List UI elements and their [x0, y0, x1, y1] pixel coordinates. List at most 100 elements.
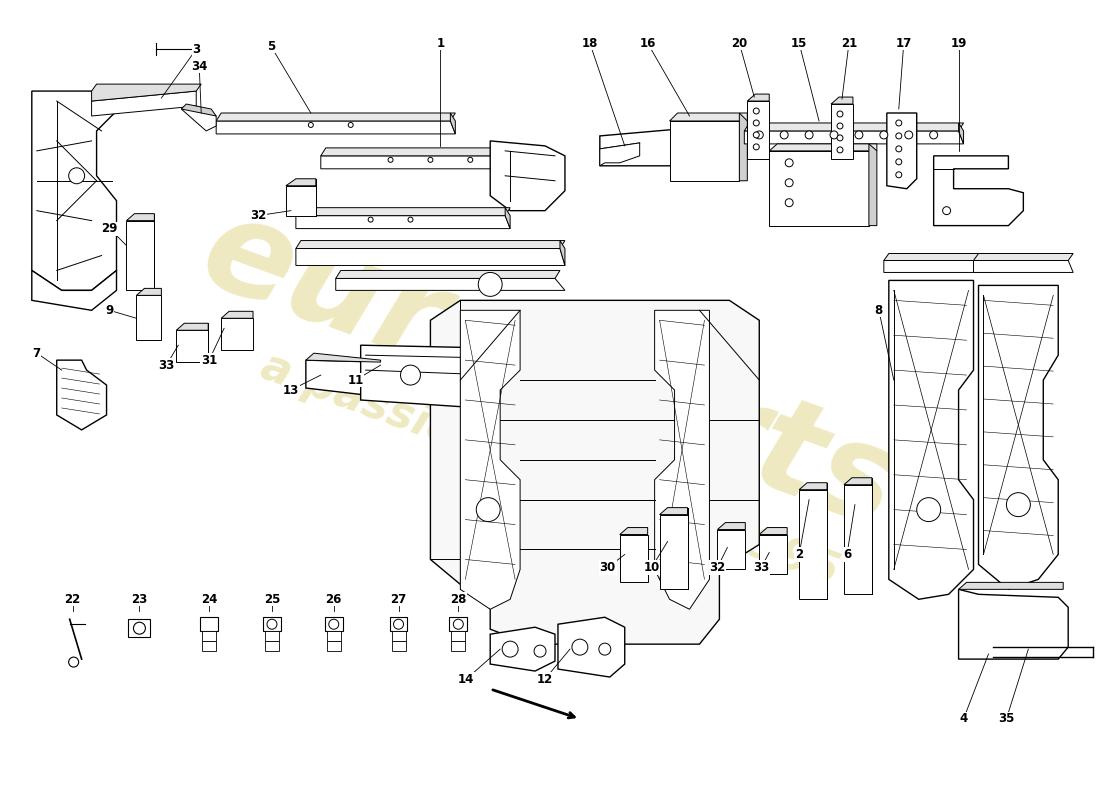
Polygon shape — [799, 490, 827, 599]
Circle shape — [780, 131, 789, 139]
Polygon shape — [321, 156, 535, 169]
Polygon shape — [217, 113, 455, 121]
Polygon shape — [286, 178, 316, 186]
Polygon shape — [57, 360, 107, 430]
Polygon shape — [306, 360, 381, 395]
Circle shape — [478, 273, 503, 296]
Polygon shape — [889, 281, 974, 599]
Polygon shape — [883, 261, 993, 273]
Polygon shape — [600, 143, 640, 166]
Text: 10: 10 — [644, 561, 660, 574]
Circle shape — [133, 622, 145, 634]
Circle shape — [329, 619, 339, 630]
Circle shape — [503, 641, 518, 657]
Text: 33: 33 — [754, 561, 769, 574]
Polygon shape — [769, 144, 877, 151]
Polygon shape — [265, 641, 279, 651]
Circle shape — [428, 158, 433, 162]
Polygon shape — [450, 618, 468, 631]
Polygon shape — [296, 208, 510, 216]
Circle shape — [880, 131, 888, 139]
Polygon shape — [869, 144, 877, 226]
Circle shape — [476, 498, 501, 522]
Text: 18: 18 — [582, 37, 598, 50]
Polygon shape — [451, 631, 465, 641]
Circle shape — [754, 144, 759, 150]
Polygon shape — [974, 254, 1074, 261]
Polygon shape — [327, 641, 341, 651]
Text: 19: 19 — [950, 37, 967, 50]
Polygon shape — [321, 148, 535, 156]
Polygon shape — [958, 590, 1068, 659]
Circle shape — [267, 619, 277, 630]
Text: europarts: europarts — [186, 186, 914, 554]
Text: 22: 22 — [65, 593, 80, 606]
Polygon shape — [660, 508, 688, 514]
Polygon shape — [182, 106, 217, 131]
Circle shape — [408, 217, 412, 222]
Polygon shape — [830, 104, 852, 159]
Polygon shape — [296, 249, 565, 266]
Circle shape — [830, 131, 838, 139]
Text: 31: 31 — [201, 354, 218, 366]
Circle shape — [1006, 493, 1031, 517]
Circle shape — [837, 135, 843, 141]
Polygon shape — [202, 631, 217, 641]
Polygon shape — [176, 323, 208, 330]
Circle shape — [895, 159, 902, 165]
Polygon shape — [32, 270, 117, 310]
Circle shape — [308, 122, 314, 127]
Text: 30: 30 — [600, 561, 616, 574]
Circle shape — [68, 168, 85, 184]
Circle shape — [805, 131, 813, 139]
Circle shape — [468, 158, 473, 162]
Polygon shape — [619, 527, 648, 534]
Polygon shape — [129, 619, 151, 637]
Text: 16: 16 — [639, 37, 656, 50]
Polygon shape — [717, 522, 746, 530]
Polygon shape — [958, 582, 1064, 590]
Polygon shape — [670, 113, 747, 121]
Polygon shape — [558, 618, 625, 677]
Polygon shape — [286, 186, 316, 216]
Circle shape — [349, 122, 353, 127]
Polygon shape — [296, 216, 510, 229]
Polygon shape — [505, 208, 510, 229]
Polygon shape — [221, 311, 253, 318]
Polygon shape — [392, 641, 406, 651]
Polygon shape — [883, 254, 993, 261]
Text: 9: 9 — [106, 304, 113, 317]
Text: 2: 2 — [795, 548, 803, 561]
Text: 21: 21 — [840, 37, 857, 50]
Polygon shape — [974, 261, 1074, 273]
Polygon shape — [336, 270, 560, 278]
Circle shape — [400, 365, 420, 385]
Polygon shape — [126, 214, 154, 221]
Polygon shape — [450, 113, 455, 134]
Circle shape — [930, 131, 937, 139]
Circle shape — [68, 657, 78, 667]
Polygon shape — [844, 478, 872, 485]
Text: 15: 15 — [791, 37, 807, 50]
Polygon shape — [934, 156, 1023, 226]
Circle shape — [368, 217, 373, 222]
Polygon shape — [176, 330, 208, 362]
Polygon shape — [136, 288, 162, 295]
Text: 24: 24 — [201, 593, 218, 606]
Polygon shape — [430, 300, 759, 644]
Circle shape — [837, 147, 843, 153]
Polygon shape — [136, 295, 162, 340]
Polygon shape — [769, 151, 869, 226]
Text: 25: 25 — [264, 593, 280, 606]
Polygon shape — [306, 353, 381, 362]
Polygon shape — [389, 618, 407, 631]
Circle shape — [905, 131, 913, 139]
Text: 7: 7 — [33, 346, 41, 360]
Polygon shape — [717, 530, 746, 570]
Circle shape — [754, 108, 759, 114]
Circle shape — [388, 158, 393, 162]
Polygon shape — [830, 97, 852, 104]
Text: 33: 33 — [158, 358, 175, 372]
Text: 28: 28 — [450, 593, 466, 606]
Circle shape — [895, 172, 902, 178]
